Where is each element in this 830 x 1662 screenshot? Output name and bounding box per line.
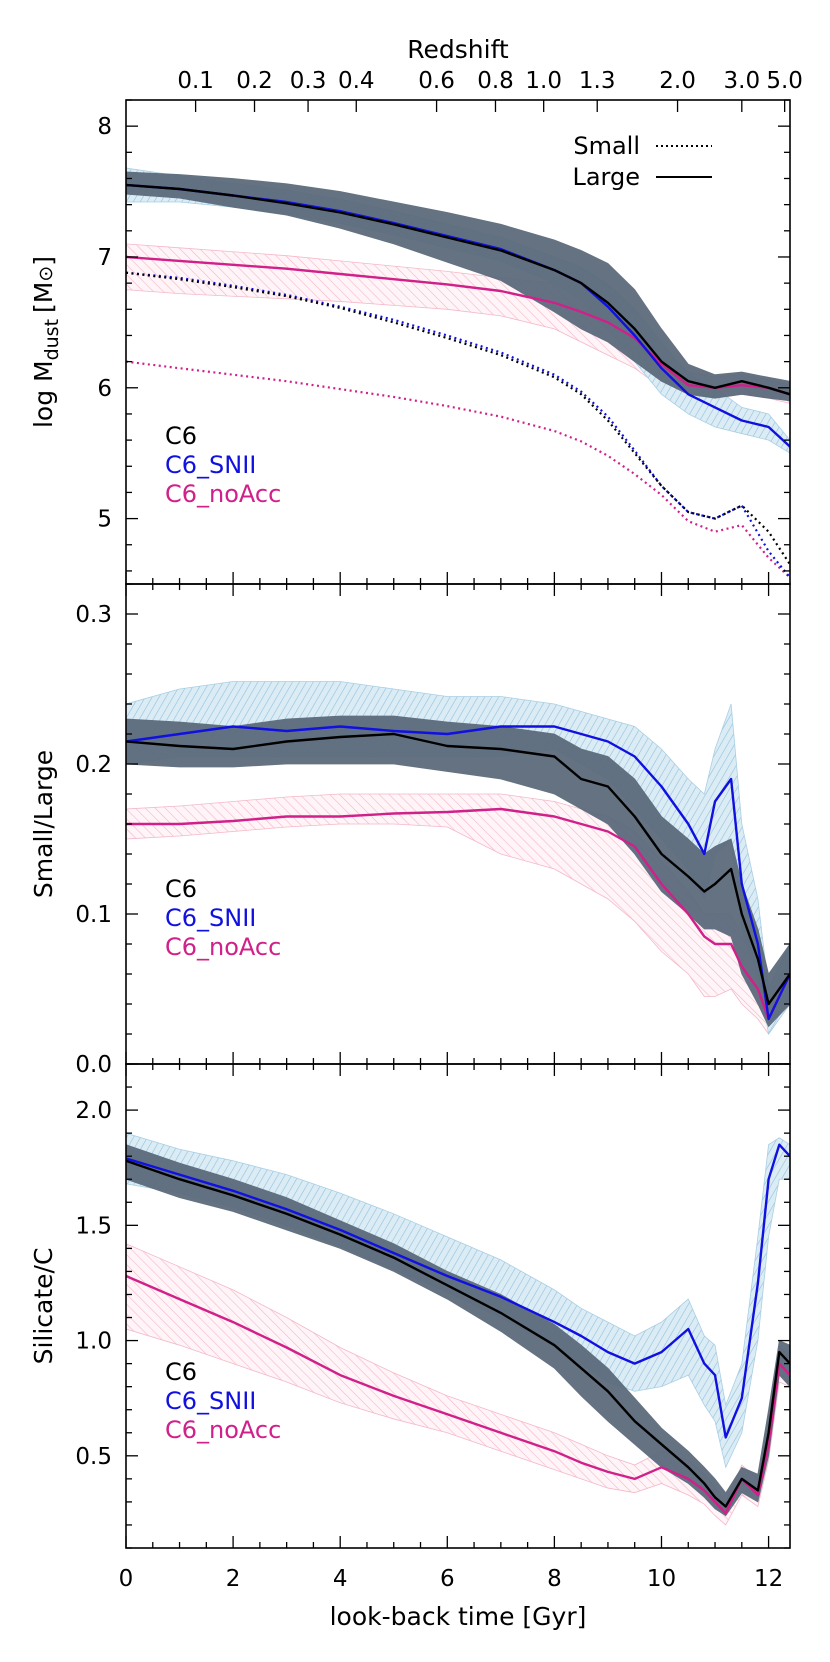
x-tick-label: 2 [226, 1566, 241, 1592]
line-c6-snii-middle [126, 725, 790, 1021]
x-tick-label: 6 [440, 1566, 455, 1592]
y-tick-label: 7 [97, 245, 112, 271]
y-axis-title-bottom: Silicate/C [29, 1248, 58, 1365]
y-tick-label: 8 [97, 114, 112, 140]
line-c6-small-top [126, 271, 790, 566]
redshift-tick-label: 1.3 [579, 68, 616, 94]
y-tick-label: 6 [97, 376, 112, 402]
line-c6-noacc-bottom [126, 1274, 790, 1515]
band-c6-noacc-middle [126, 793, 790, 1035]
redshift-tick-label: 0.1 [177, 68, 214, 94]
y-axis-title-main: log M [29, 360, 58, 428]
redshift-tick-label: 0.6 [418, 68, 455, 94]
line-c6-snii-small-top [126, 271, 790, 579]
redshift-tick-label: 0.8 [477, 68, 514, 94]
x-tick-label: 0 [119, 1566, 134, 1592]
line-c6-snii-bottom [126, 1143, 790, 1439]
y-tick-label: 1.5 [75, 1213, 112, 1239]
x-axis-title: look-back time [Gyr] [330, 1602, 587, 1631]
redshift-tick-label: 3.0 [724, 68, 761, 94]
y-tick-label: 0.0 [75, 1052, 112, 1078]
x-tick-label: 8 [547, 1566, 562, 1592]
legend-c6-noacc: C6_noAcc [165, 933, 281, 961]
plot-area-bottom [126, 1132, 790, 1526]
band-c6-top [126, 171, 790, 402]
y-tick-label: 0.2 [75, 752, 112, 778]
legend-c6: C6 [165, 875, 197, 903]
line-c6-large-top [126, 183, 790, 396]
x-tick-label: 10 [647, 1566, 676, 1592]
sun-symbol: ⊙ [35, 266, 57, 282]
legend-c6-noacc: C6_noAcc [165, 480, 281, 508]
legend-c6-snii: C6_SNII [165, 451, 256, 479]
frame-bottom [125, 1063, 791, 1549]
y-tick-label: 2.0 [75, 1098, 112, 1124]
y-tick-label: 1.0 [75, 1329, 112, 1355]
y-axis-title-top: log Mdust [M⊙] [29, 256, 63, 428]
x-tick-label: 12 [754, 1566, 783, 1592]
y-axis-title-close: ] [29, 256, 58, 266]
legend-c6-snii: C6_SNII [165, 904, 256, 932]
legend-c6: C6 [165, 422, 197, 450]
line-c6-bottom [126, 1159, 790, 1508]
band-c6-noacc-bottom [126, 1243, 790, 1526]
redshift-tick-label: 5.0 [766, 68, 803, 94]
band-c6-middle [126, 715, 790, 1028]
plot-area-middle [126, 681, 790, 1036]
legend-c6-noacc: C6_noAcc [165, 1416, 281, 1444]
y-tick-label: 0.3 [75, 602, 112, 628]
redshift-tick-label: 1.0 [525, 68, 562, 94]
line-c6-noacc-middle [126, 807, 790, 1021]
legend-c6: C6 [165, 1358, 197, 1386]
top-axis-title: Redshift [407, 35, 509, 64]
redshift-tick-label: 0.2 [236, 68, 273, 94]
plot-area-top [126, 167, 790, 579]
band-c6-noacc-top [126, 243, 790, 404]
legend-large: Large [572, 163, 640, 191]
redshift-tick-label: 0.4 [338, 68, 375, 94]
y-tick-label: 5 [97, 507, 112, 533]
redshift-tick-label: 2.0 [659, 68, 696, 94]
y-tick-label: 0.1 [75, 902, 112, 928]
y-axis-title-unit: [M [29, 282, 58, 313]
y-tick-label: 0.5 [75, 1444, 112, 1470]
y-axis-title-sub: dust [41, 319, 63, 360]
redshift-tick-label: 0.3 [290, 68, 327, 94]
x-tick-label: 4 [333, 1566, 348, 1592]
legend-small: Small [573, 132, 640, 160]
legend-c6-snii: C6_SNII [165, 1387, 256, 1415]
line-c6-middle [126, 732, 790, 1006]
y-axis-title-middle: Small/Large [29, 750, 58, 898]
frame-top [125, 99, 791, 585]
